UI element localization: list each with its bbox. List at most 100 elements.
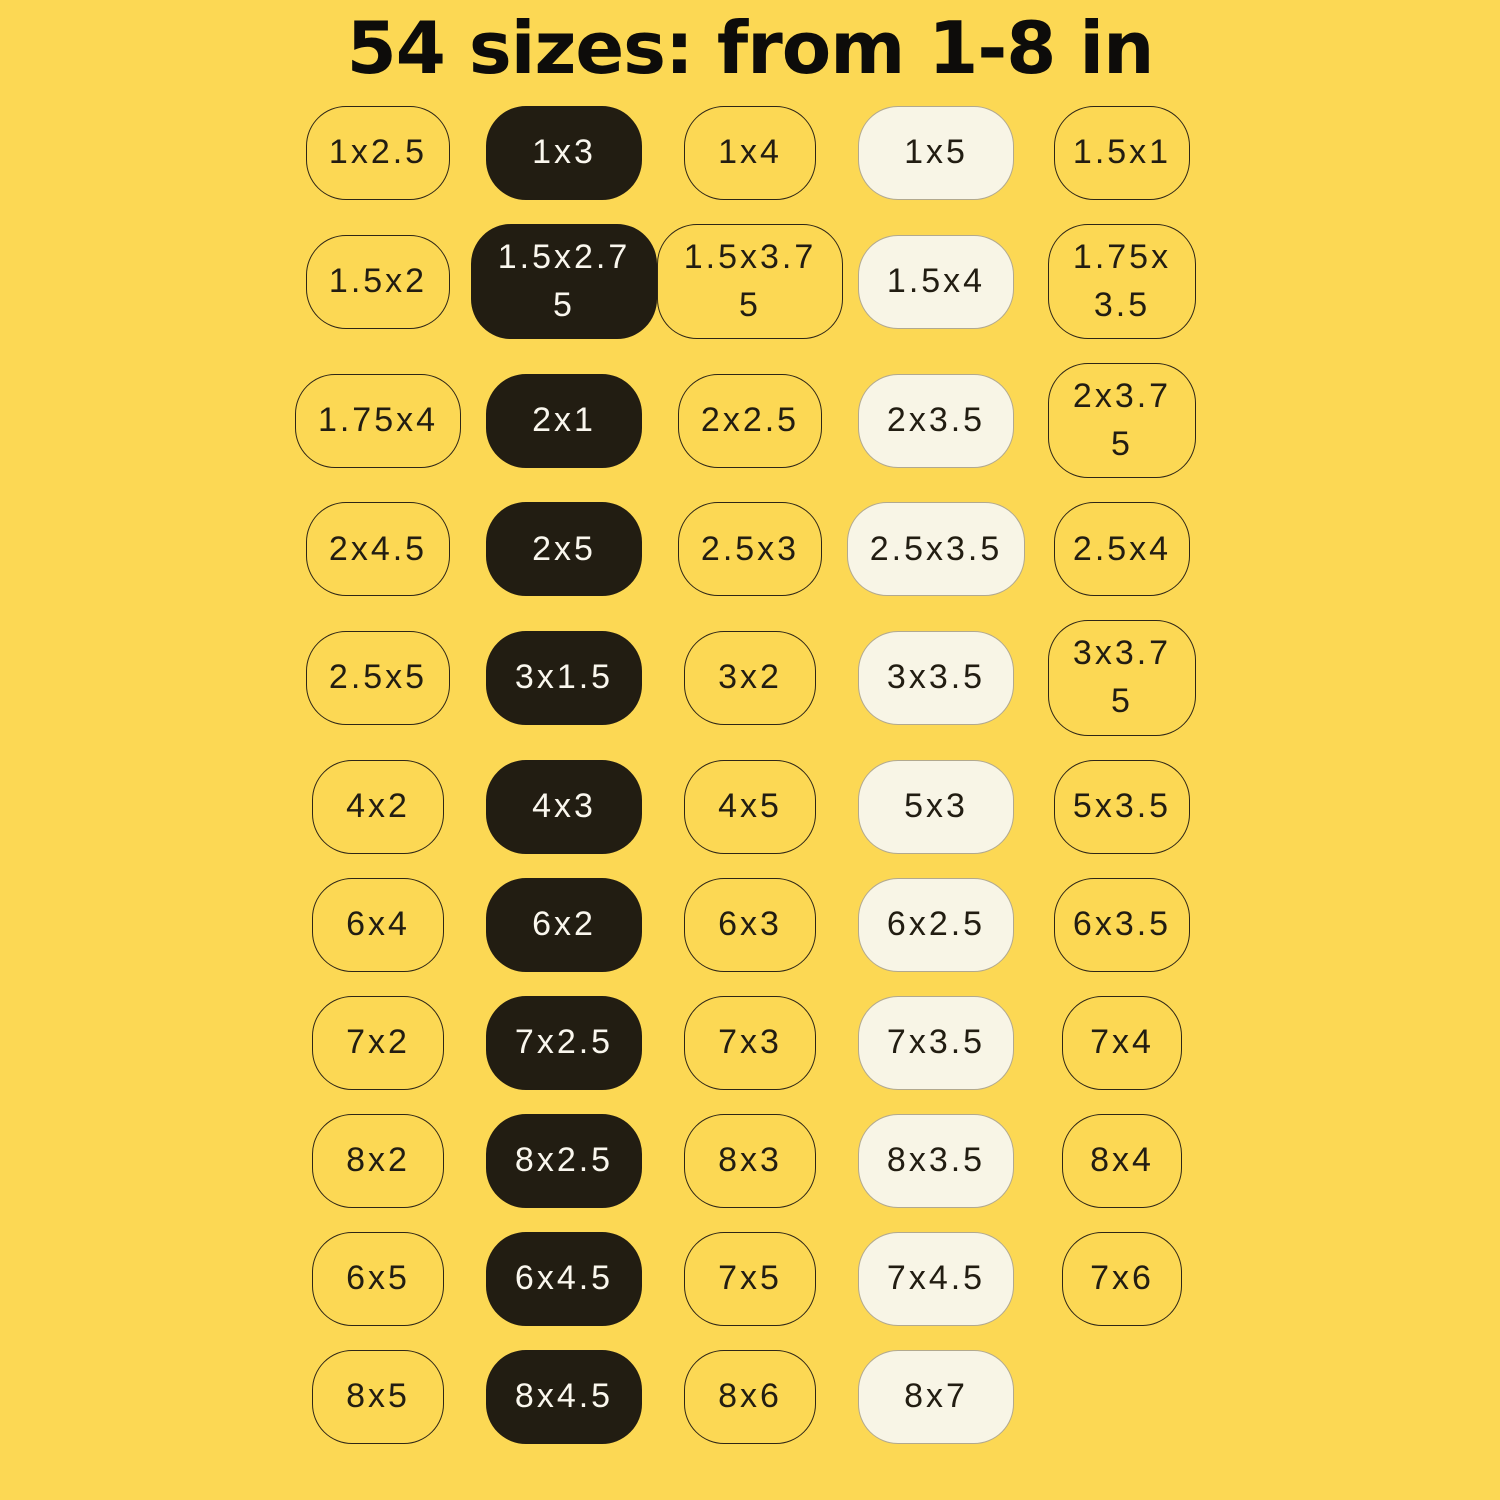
- size-label: 1x2.5: [328, 133, 428, 172]
- size-pill: 3x3.5: [858, 630, 1014, 725]
- size-cell: 7x5: [657, 1231, 843, 1326]
- size-label: 1.5x4: [886, 261, 986, 300]
- size-label: 7x4: [1090, 1022, 1154, 1061]
- size-pill: 2.5x4: [1053, 502, 1191, 597]
- size-pill: 8x2.5: [486, 1113, 642, 1208]
- size-label: 7x3: [718, 1022, 782, 1061]
- size-pill: 3x2: [684, 630, 816, 725]
- size-pill: 8x3: [684, 1113, 816, 1208]
- size-cell: 5x3.5: [1029, 759, 1215, 854]
- size-pill: 8x5: [312, 1349, 444, 1444]
- size-pill: 7x2: [312, 995, 444, 1090]
- size-label: 7x3.5: [886, 1022, 986, 1061]
- size-label: 7x6: [1090, 1258, 1154, 1297]
- size-pill: 4x5: [684, 759, 816, 854]
- size-label: 1x3: [532, 133, 596, 172]
- size-cell: 7x3.5: [843, 995, 1029, 1090]
- size-label: 5x3.5: [1072, 786, 1172, 825]
- size-pill: 7x6: [1062, 1231, 1182, 1326]
- size-cell: 1.5x2: [285, 234, 471, 329]
- size-cell: 7x6: [1029, 1231, 1215, 1326]
- size-cell: 2x1: [471, 373, 657, 468]
- size-label: 6x3.5: [1072, 904, 1172, 943]
- size-label: 8x2.5: [514, 1140, 614, 1179]
- size-grid: 1x2.5 1x3 1x4 1x5 1.5x1 1.5x2 1.5x2.75 1.5x3.75…: [285, 106, 1215, 1444]
- size-cell: 8x3: [657, 1113, 843, 1208]
- size-cell: 2.5x3: [657, 502, 843, 597]
- size-label: 8x6: [718, 1376, 782, 1415]
- size-pill: 2.5x3.5: [846, 502, 1026, 597]
- size-pill: 1x4: [684, 106, 816, 200]
- size-pill: 1x2.5: [305, 106, 451, 200]
- size-cell: 6x2.5: [843, 877, 1029, 972]
- size-pill: 1.75x3.5: [1048, 224, 1196, 340]
- size-cell: 8x3.5: [843, 1113, 1029, 1208]
- size-pill: 7x4.5: [858, 1231, 1014, 1326]
- size-cell: 4x3: [471, 759, 657, 854]
- size-pill: 1x5: [858, 106, 1014, 200]
- size-label: 8x5: [346, 1376, 410, 1415]
- size-label: 3x3.5: [886, 658, 986, 697]
- size-cell: 1.5x4: [843, 234, 1029, 329]
- size-pill: 8x3.5: [858, 1113, 1014, 1208]
- size-cell: 2.5x3.5: [843, 502, 1029, 597]
- size-pill: 2.5x3: [677, 502, 823, 597]
- size-cell: 8x7: [843, 1349, 1029, 1444]
- size-label: 1.5x2.75: [497, 238, 631, 324]
- size-cell: 7x2.5: [471, 995, 657, 1090]
- size-label: 3x2: [718, 658, 782, 697]
- size-pill: 7x4: [1062, 995, 1182, 1090]
- size-cell: 6x3: [657, 877, 843, 972]
- size-label: 8x4.5: [514, 1376, 614, 1415]
- size-label: 4x3: [532, 786, 596, 825]
- size-cell: 3x1.5: [471, 630, 657, 725]
- size-pill: 6x4.5: [486, 1231, 642, 1326]
- size-cell: 2x3.75: [1029, 363, 1215, 479]
- size-label: 8x7: [904, 1376, 968, 1415]
- size-pill: 8x4: [1062, 1113, 1182, 1208]
- size-pill: 2x5: [486, 502, 642, 597]
- size-pill: 2x3.5: [858, 373, 1014, 468]
- page-title: 54 sizes: from 1-8 in: [346, 6, 1155, 90]
- size-label: 3x1.5: [514, 658, 614, 697]
- size-label: 6x4: [346, 904, 410, 943]
- size-pill: 1.5x2: [305, 234, 451, 329]
- size-cell: 1.75x4: [285, 373, 471, 468]
- size-cell: 8x5: [285, 1349, 471, 1444]
- size-cell: 2.5x4: [1029, 502, 1215, 597]
- size-cell: 7x4.5: [843, 1231, 1029, 1326]
- size-label: 6x4.5: [514, 1258, 614, 1297]
- size-label: 3x3.75: [1072, 634, 1172, 720]
- size-cell: 6x4.5: [471, 1231, 657, 1326]
- size-label: 5x3: [904, 786, 968, 825]
- size-pill: 1.5x3.75: [657, 224, 843, 340]
- size-pill: 3x1.5: [486, 630, 642, 725]
- size-label: 2.5x4: [1072, 529, 1172, 568]
- size-label: 1x4: [718, 133, 782, 172]
- size-label: 7x4.5: [886, 1258, 986, 1297]
- size-label: 1x5: [904, 133, 968, 172]
- size-pill: 1.5x1: [1053, 106, 1191, 200]
- size-cell: 2x3.5: [843, 373, 1029, 468]
- size-cell: 1.5x3.75: [657, 224, 843, 340]
- size-pill: 8x6: [684, 1349, 816, 1444]
- size-label: 2.5x3.5: [869, 529, 1003, 568]
- size-cell: 8x2: [285, 1113, 471, 1208]
- size-pill: 7x3: [684, 995, 816, 1090]
- size-cell: 2x4.5: [285, 502, 471, 597]
- size-label: 7x2: [346, 1022, 410, 1061]
- size-label: 1.5x1: [1072, 133, 1172, 172]
- size-pill: 1x3: [486, 106, 642, 200]
- size-label: 1.5x3.75: [683, 238, 817, 324]
- size-label: 8x2: [346, 1140, 410, 1179]
- size-pill: 2x2.5: [677, 373, 823, 468]
- size-pill: 6x3.5: [1053, 877, 1191, 972]
- size-cell: 2x2.5: [657, 373, 843, 468]
- size-pill: 1.75x4: [294, 373, 462, 468]
- size-pill: 2x3.75: [1048, 363, 1196, 479]
- size-cell: 1.75x3.5: [1029, 224, 1215, 340]
- size-pill: 7x3.5: [858, 995, 1014, 1090]
- size-pill: 6x2: [486, 877, 642, 972]
- size-label: 2.5x3: [700, 529, 800, 568]
